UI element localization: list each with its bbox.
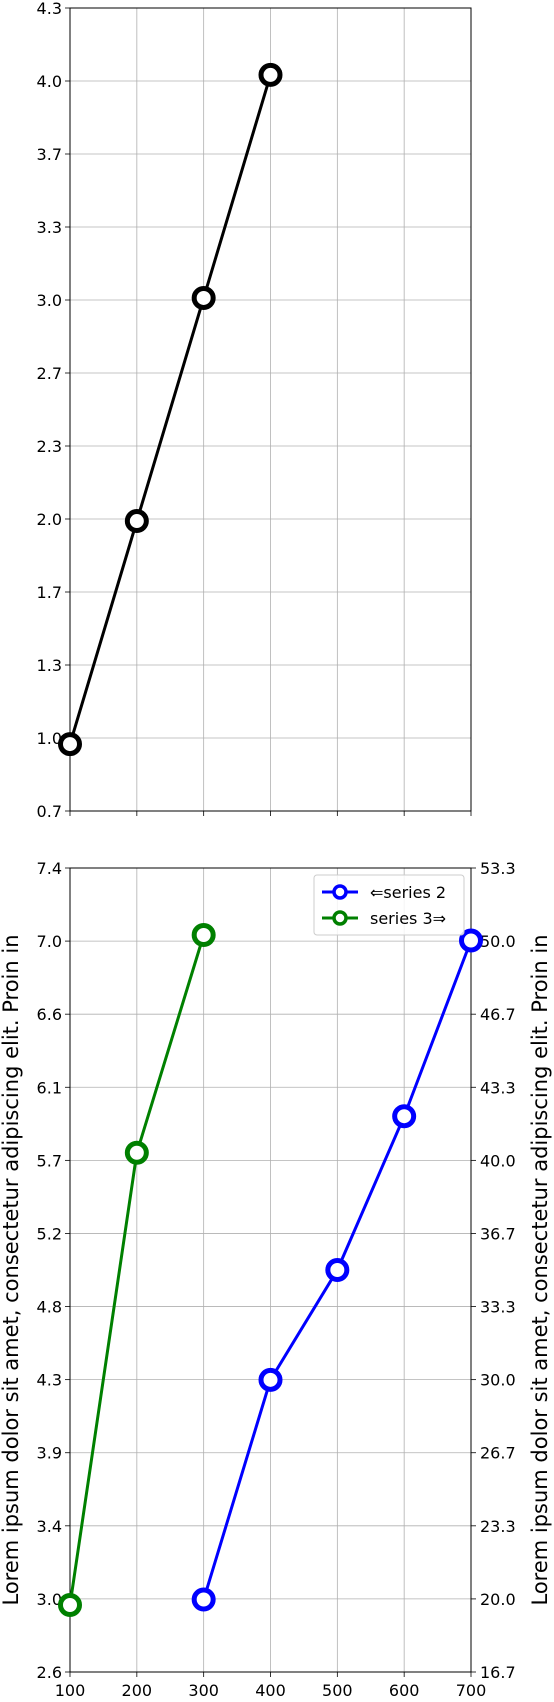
bottom-plot-frame [69,867,472,1673]
bottom-data-point [124,1140,149,1165]
bottom-data-point [258,1367,283,1392]
legend-box [313,874,465,936]
bottom-x-tick-label: 700 [456,1681,487,1700]
bottom-left-y-tick-label: 3.0 [37,1590,62,1609]
bottom-right-y-tick-label: 53.3 [480,859,516,878]
bottom-x-tick-label: 200 [122,1681,153,1700]
top-y-tick-label: 4.0 [37,72,62,91]
bottom-data-point [392,1104,417,1129]
bottom-right-y-tick-label: 20.0 [480,1590,516,1609]
legend-label: ⇐series 2 [370,883,446,902]
top-chart-panel: 0.7 1.0 1.3 1.7 2.0 2.3 2.7 3.0 3.3 3.7 4.0 4.3 [37,0,472,821]
top-y-tick-label: 3.0 [37,291,62,310]
top-y-tick-label: 3.7 [37,145,62,164]
legend-marker [332,910,348,926]
bottom-left-y-tick-label: 3.9 [37,1444,62,1463]
top-series-line [68,74,272,745]
bottom-x-tick-label: 500 [322,1681,353,1700]
top-y-tick-label: 1.3 [37,656,62,675]
left-y-axis-label: Lorem ipsum dolor sit amet, consectetur … [0,934,23,1605]
bottom-data-point [459,928,483,953]
bottom-left-y-tick-label: 6.1 [37,1078,62,1097]
bottom-right-y-tick-label: 16.7 [480,1663,516,1682]
bottom-x-tick-label: 100 [55,1681,86,1700]
bottom-left-y-tick-label: 4.8 [37,1298,62,1317]
bottom-right-y-tick-label: 36.7 [480,1224,516,1243]
bottom-right-y-tick-label: 50.0 [480,932,516,951]
bottom-left-y-tick-label: 7.4 [37,859,62,878]
bottom-right-y-tick-label: 43.3 [480,1078,516,1097]
bottom-right-y-tick-label: 30.0 [480,1371,516,1390]
top-y-tick-label: 2.7 [37,364,62,383]
bottom-x-tick-label: 300 [188,1681,219,1700]
bottom-x-tick-label: 400 [255,1681,286,1700]
bottom-right-y-tick-label: 26.7 [480,1444,516,1463]
right-y-axis-label: Lorem ipsum dolor sit amet, consectetur … [528,934,552,1605]
top-y-tick-label: 0.7 [37,802,62,821]
bottom-data-point [191,923,216,947]
bottom-left-y-tick-label: 5.7 [37,1151,62,1170]
bottom-left-y-tick-label: 2.6 [37,1663,62,1682]
bottom-left-y-tick-label: 5.2 [37,1224,62,1243]
top-y-tick-label: 4.3 [37,0,62,18]
top-data-point [124,509,149,534]
top-y-tick-label: 2.3 [37,437,62,456]
bottom-right-y-tick-label: 23.3 [480,1517,516,1536]
bottom-x-tick-label: 600 [389,1681,420,1700]
top-y-tick-label: 2.0 [37,510,62,529]
top-y-tick-label: 1.0 [37,729,62,748]
top-y-tick-label: 1.7 [37,583,62,602]
bottom-data-point [58,1593,82,1617]
bottom-left-y-tick-label: 7.0 [37,932,62,951]
bottom-left-y-tick-label: 3.4 [37,1517,62,1536]
bottom-right-y-tick-label: 46.7 [480,1005,516,1024]
bottom-right-y-tick-label: 33.3 [480,1298,516,1317]
bottom-data-point [325,1258,350,1282]
bottom-chart-panel: 100 200 300 400 500 600 700 2.6 3.0 3.4 3.9 4.3 4.8 5… [0,859,552,1700]
top-y-tick-label: 3.3 [37,218,62,237]
top-data-point [191,285,216,310]
bottom-data-point [191,1587,216,1612]
bottom-left-y-tick-label: 4.3 [37,1371,62,1390]
top-data-point [58,732,82,757]
legend-label: series 3⇒ [370,909,446,928]
bottom-left-y-tick-label: 6.6 [37,1005,62,1024]
bottom-right-y-tick-label: 40.0 [480,1151,516,1170]
legend-marker [332,884,348,900]
top-data-point [258,62,283,87]
